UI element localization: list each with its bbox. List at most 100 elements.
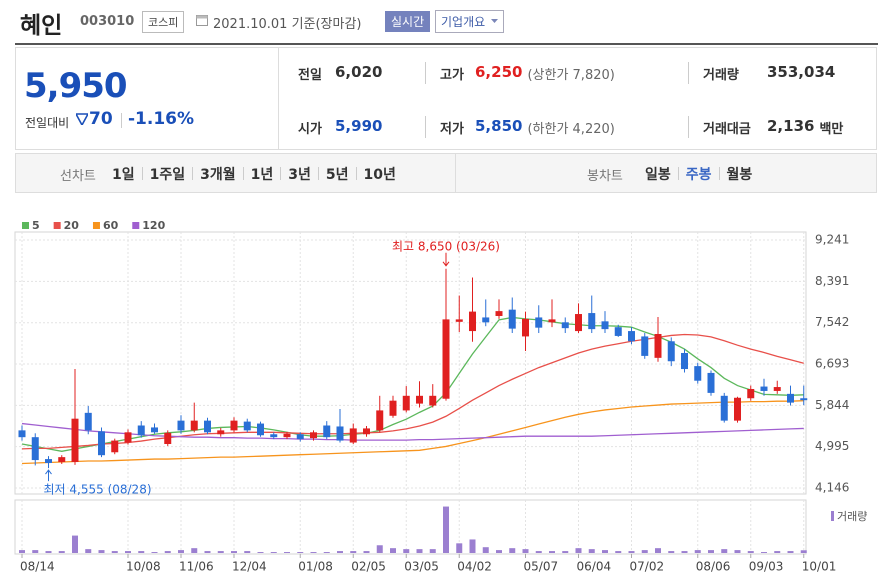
overview-button[interactable]: 기업개요: [435, 10, 505, 33]
period-button[interactable]: 1주일: [149, 167, 186, 183]
down-triangle: [76, 113, 88, 125]
candle-body: [667, 341, 675, 362]
candle-body: [641, 336, 649, 356]
quote-value: 5,850: [475, 117, 523, 135]
candle-body: [787, 393, 794, 403]
period-button[interactable]: 10년: [363, 167, 396, 183]
candle-body: [681, 352, 688, 370]
volume-bar: [138, 551, 145, 553]
volume-bar: [774, 551, 781, 553]
col-separator: [425, 62, 426, 84]
volume-bar: [800, 550, 807, 553]
x-tick-label: 05/07: [524, 560, 559, 574]
period-separator: [192, 167, 194, 180]
marks: 9,241 8,391 7,542 6,693 5,844 4,995 4,146 08/14…: [18, 219, 867, 574]
candle-body: [349, 428, 357, 443]
candle-body: [376, 410, 384, 431]
candle-body: [137, 425, 145, 436]
candle-body: [84, 412, 92, 431]
volume-bar: [509, 548, 516, 553]
x-tick-label: 12/04: [232, 560, 267, 574]
col-separator: [425, 116, 426, 138]
candle-body: [760, 386, 768, 391]
quote-label: 거래대금: [703, 122, 751, 137]
period-button[interactable]: 3개월: [200, 167, 236, 183]
period-button[interactable]: 3년: [288, 167, 311, 183]
candle-body: [720, 395, 728, 421]
line-chart-label: 선차트: [60, 169, 96, 184]
candle-body: [270, 434, 278, 438]
x-tick-label: 08/06: [696, 560, 731, 574]
x-tick-label: 08/14: [20, 560, 55, 574]
volume-bar: [111, 551, 118, 553]
volume-bar: [363, 551, 370, 553]
volume-bar: [45, 551, 52, 553]
toolbar: [15, 153, 877, 193]
volume-bar: [628, 551, 635, 553]
candle-period-button[interactable]: 일봉: [645, 167, 671, 183]
volume-legend-label: 거래량: [837, 510, 867, 523]
volume-bar: [522, 549, 529, 553]
quote-value: 353,034: [767, 63, 836, 81]
legend-label: 20: [64, 219, 80, 232]
candle-body: [416, 395, 423, 404]
legend-label: 60: [103, 219, 119, 232]
volume-bar: [257, 552, 264, 553]
volume-bar: [204, 551, 211, 553]
volume-bar: [562, 551, 569, 553]
legend-label: 120: [142, 219, 165, 232]
toolbar-divider: [455, 153, 456, 193]
realtime-button[interactable]: 실시간: [385, 11, 431, 32]
volume-bar: [231, 551, 237, 553]
ma-line: [21, 400, 804, 465]
candle-period-button[interactable]: 주봉: [685, 167, 712, 183]
period-separator: [677, 167, 679, 180]
volume-bar: [668, 551, 675, 553]
period-button[interactable]: 1년: [250, 167, 274, 183]
candle-body: [58, 457, 66, 463]
period-button[interactable]: 1일: [112, 167, 135, 183]
period-separator: [718, 167, 720, 180]
candle-body: [588, 313, 596, 330]
candle-body: [429, 395, 437, 406]
candle-body: [336, 426, 344, 441]
change-rate: -1.16%: [128, 109, 195, 129]
volume-bar: [655, 548, 661, 553]
candle-body: [561, 322, 569, 329]
y-tick-label: 4,995: [815, 439, 849, 453]
volume-bar: [575, 548, 582, 553]
y-tick-label: 8,391: [815, 274, 849, 288]
volume-bar: [588, 549, 595, 553]
candle-body: [455, 319, 463, 322]
change-amount: 70: [89, 109, 113, 129]
calendar-icon: [196, 15, 208, 26]
candle-body: [296, 434, 304, 440]
y-tick-label: 7,542: [815, 315, 849, 329]
candle-body: [707, 372, 715, 393]
candle-body: [508, 309, 516, 329]
volume-bar: [535, 551, 542, 553]
x-tick-label: 04/02: [457, 560, 492, 574]
y-tick-label: 9,241: [815, 233, 849, 247]
quote-note: (상한가 7,820): [527, 68, 615, 83]
volume-bar: [734, 550, 741, 553]
volume-bar: [151, 552, 158, 553]
quote-unit: 백만: [819, 122, 844, 137]
candle-period-button[interactable]: 월봉: [726, 167, 753, 183]
volume-bar: [270, 552, 277, 553]
candle-body: [310, 432, 317, 439]
period-button[interactable]: 5년: [325, 167, 349, 183]
volume-bar: [602, 550, 608, 553]
candle-body: [773, 387, 781, 391]
volume-bar: [761, 552, 767, 553]
candle-body: [363, 428, 370, 435]
period-separator: [242, 167, 244, 180]
ma-line: [21, 333, 804, 450]
col-separator: [688, 62, 689, 84]
candle-body: [482, 317, 490, 323]
y-tick-label: 5,844: [815, 398, 849, 412]
stock-name: 혜인: [20, 13, 63, 39]
volume-bar: [469, 539, 476, 553]
candle-body: [45, 459, 52, 463]
legend-swatch: [132, 222, 140, 229]
